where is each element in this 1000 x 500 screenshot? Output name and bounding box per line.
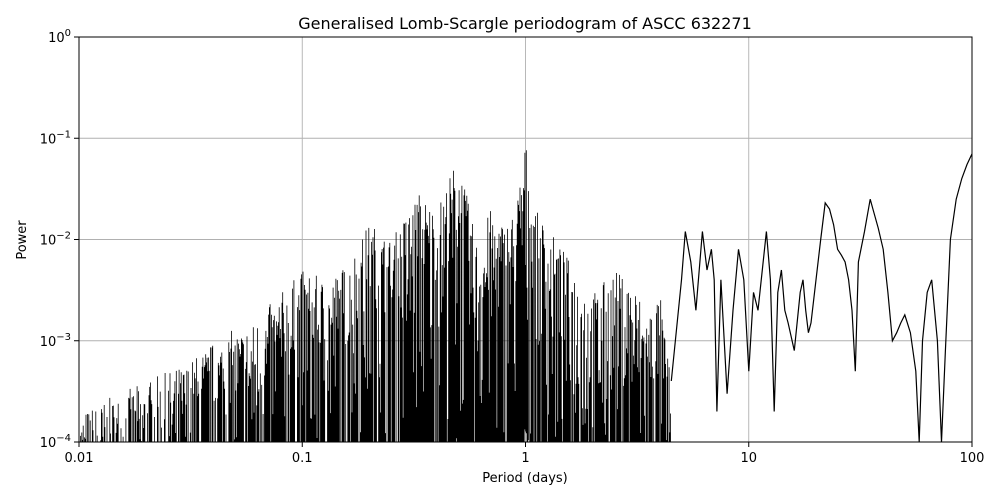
y-tick-label: 10−1	[40, 129, 71, 147]
axis-ticks: 0.01 0.1 1 10 100 10−4 10−3 10−2 10−1 100	[40, 28, 985, 466]
noise-band	[80, 150, 671, 442]
y-tick-label: 10−2	[40, 231, 71, 249]
x-tick-label: 0.01	[65, 451, 94, 466]
y-tick-label: 100	[48, 28, 71, 46]
chart-title: Generalised Lomb-Scargle periodogram of …	[298, 14, 752, 33]
x-tick-label: 100	[960, 451, 985, 466]
y-axis-label: Power	[15, 220, 30, 260]
y-tick-label: 10−3	[40, 332, 71, 350]
x-axis-label: Period (days)	[482, 471, 568, 486]
x-tick-label: 0.1	[292, 451, 313, 466]
noise-spikes	[80, 150, 671, 442]
x-tick-label: 10	[740, 451, 757, 466]
y-tick-label: 10−4	[40, 433, 71, 451]
x-tick-label: 1	[521, 451, 529, 466]
series-line	[670, 153, 973, 443]
